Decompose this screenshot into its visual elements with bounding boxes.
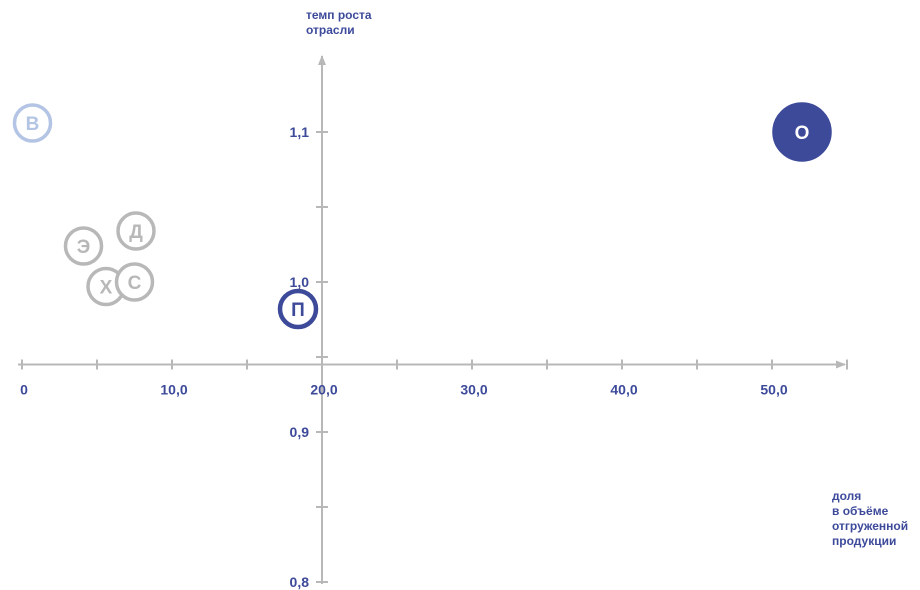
y-tick-label: 0,8 [290,574,310,590]
data-point-label: В [26,114,40,135]
data-point-label: С [128,273,142,294]
data-point-label: Д [129,222,143,243]
axis-title-line: доля [832,489,862,503]
x-tick-label: 0 [20,382,28,398]
data-point-marker [772,102,832,162]
axis-title-line: отрасли [306,23,355,37]
data-point: Э [63,226,104,266]
data-point-label: Э [77,237,91,258]
data-point: С [114,262,155,302]
x-tick-label: 40,0 [610,382,637,398]
data-point-marker [114,262,155,302]
data-point: В [12,103,53,143]
x-axis-title: доля в объёме отгруженной продукции [832,489,920,549]
data-point-label: О [795,123,810,144]
data-point: П [277,288,319,330]
x-tick-label: 10,0 [160,382,187,398]
y-tick-label: 0,9 [290,424,310,440]
data-point: Д [116,211,156,251]
y-tick-label: 1,1 [290,124,310,140]
x-tick-label: 20,0 [310,382,337,398]
axis-title-line: в объёме [832,504,889,518]
y-tick-label: 1,0 [290,274,310,290]
axis-title-line: темп роста [306,8,372,22]
axis-title-line: продукции [832,534,897,548]
y-axis-title: темп роста отрасли [306,8,416,38]
data-point-marker [63,226,104,266]
axis-title-line: отгруженной [832,519,909,533]
data-point-marker [12,103,53,143]
data-point-label: П [291,300,305,321]
x-tick-label: 50,0 [760,382,787,398]
data-point-marker [277,288,319,330]
x-tick-label: 30,0 [460,382,487,398]
data-point-label: Х [100,278,113,299]
data-point-marker [116,211,156,251]
data-point: О [772,102,832,162]
